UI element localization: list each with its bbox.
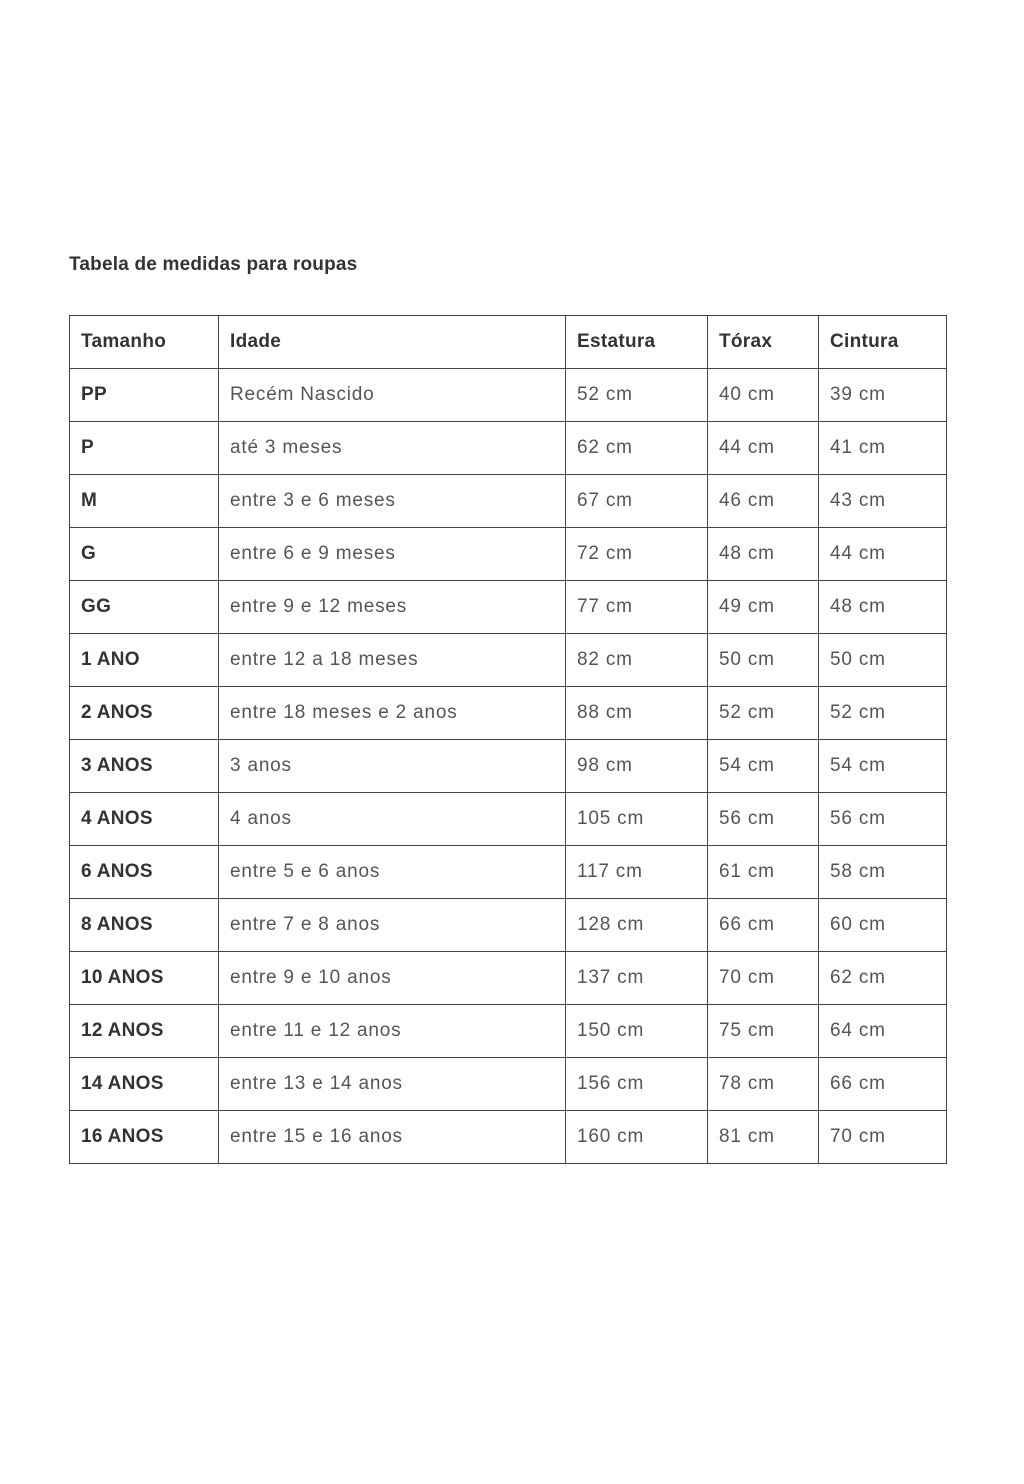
table-row: 4 ANOS 4 anos 105 cm 56 cm 56 cm — [69, 792, 947, 846]
cell-idade: entre 6 e 9 meses — [218, 527, 566, 581]
cell-cintura: 70 cm — [818, 1110, 947, 1164]
cell-torax: 81 cm — [707, 1110, 819, 1164]
table-row: PP Recém Nascido 52 cm 40 cm 39 cm — [69, 368, 947, 422]
cell-cintura: 44 cm — [818, 527, 947, 581]
cell-idade: Recém Nascido — [218, 368, 566, 422]
table-row: 8 ANOS entre 7 e 8 anos 128 cm 66 cm 60 cm — [69, 898, 947, 952]
header-tamanho: Tamanho — [69, 315, 219, 369]
cell-torax: 70 cm — [707, 951, 819, 1005]
table-row: 16 ANOS entre 15 e 16 anos 160 cm 81 cm 70 c… — [69, 1110, 947, 1164]
header-idade: Idade — [218, 315, 566, 369]
cell-cintura: 41 cm — [818, 421, 947, 475]
cell-tamanho: 6 ANOS — [69, 845, 219, 899]
cell-idade: até 3 meses — [218, 421, 566, 475]
cell-torax: 54 cm — [707, 739, 819, 793]
cell-estatura: 137 cm — [565, 951, 708, 1005]
cell-idade: entre 11 e 12 anos — [218, 1004, 566, 1058]
cell-idade: entre 12 a 18 meses — [218, 633, 566, 687]
table-row: 12 ANOS entre 11 e 12 anos 150 cm 75 cm 64 c… — [69, 1004, 947, 1058]
size-chart-table: Tamanho Idade Estatura Tórax Cintura PP R… — [69, 315, 947, 1164]
table-row: 2 ANOS entre 18 meses e 2 anos 88 cm 52 cm 5… — [69, 686, 947, 740]
cell-tamanho: 16 ANOS — [69, 1110, 219, 1164]
table-row: 6 ANOS entre 5 e 6 anos 117 cm 61 cm 58 cm — [69, 845, 947, 899]
cell-cintura: 64 cm — [818, 1004, 947, 1058]
cell-cintura: 60 cm — [818, 898, 947, 952]
cell-idade: entre 13 e 14 anos — [218, 1057, 566, 1111]
cell-estatura: 52 cm — [565, 368, 708, 422]
cell-torax: 61 cm — [707, 845, 819, 899]
cell-idade: entre 3 e 6 meses — [218, 474, 566, 528]
table-row: 14 ANOS entre 13 e 14 anos 156 cm 78 cm 66 c… — [69, 1057, 947, 1111]
cell-torax: 56 cm — [707, 792, 819, 846]
cell-cintura: 43 cm — [818, 474, 947, 528]
cell-tamanho: 4 ANOS — [69, 792, 219, 846]
cell-tamanho: 14 ANOS — [69, 1057, 219, 1111]
cell-tamanho: P — [69, 421, 219, 475]
cell-idade: entre 9 e 12 meses — [218, 580, 566, 634]
cell-estatura: 117 cm — [565, 845, 708, 899]
cell-cintura: 58 cm — [818, 845, 947, 899]
cell-cintura: 48 cm — [818, 580, 947, 634]
cell-torax: 44 cm — [707, 421, 819, 475]
cell-estatura: 88 cm — [565, 686, 708, 740]
cell-torax: 48 cm — [707, 527, 819, 581]
cell-estatura: 67 cm — [565, 474, 708, 528]
table-row: 3 ANOS 3 anos 98 cm 54 cm 54 cm — [69, 739, 947, 793]
cell-tamanho: GG — [69, 580, 219, 634]
cell-cintura: 52 cm — [818, 686, 947, 740]
cell-estatura: 128 cm — [565, 898, 708, 952]
table-row: GG entre 9 e 12 meses 77 cm 49 cm 48 cm — [69, 580, 947, 634]
cell-tamanho: PP — [69, 368, 219, 422]
cell-tamanho: 12 ANOS — [69, 1004, 219, 1058]
page-title: Tabela de medidas para roupas — [69, 254, 358, 275]
table-header-row: Tamanho Idade Estatura Tórax Cintura — [69, 315, 947, 369]
cell-idade: entre 15 e 16 anos — [218, 1110, 566, 1164]
cell-estatura: 72 cm — [565, 527, 708, 581]
cell-idade: entre 7 e 8 anos — [218, 898, 566, 952]
cell-idade: 4 anos — [218, 792, 566, 846]
cell-tamanho: 8 ANOS — [69, 898, 219, 952]
cell-tamanho: 3 ANOS — [69, 739, 219, 793]
cell-torax: 78 cm — [707, 1057, 819, 1111]
cell-estatura: 82 cm — [565, 633, 708, 687]
cell-cintura: 62 cm — [818, 951, 947, 1005]
cell-idade: 3 anos — [218, 739, 566, 793]
header-torax: Tórax — [707, 315, 819, 369]
cell-torax: 46 cm — [707, 474, 819, 528]
cell-estatura: 62 cm — [565, 421, 708, 475]
cell-torax: 75 cm — [707, 1004, 819, 1058]
cell-cintura: 50 cm — [818, 633, 947, 687]
cell-cintura: 56 cm — [818, 792, 947, 846]
cell-torax: 40 cm — [707, 368, 819, 422]
cell-cintura: 66 cm — [818, 1057, 947, 1111]
cell-estatura: 150 cm — [565, 1004, 708, 1058]
cell-tamanho: M — [69, 474, 219, 528]
cell-tamanho: G — [69, 527, 219, 581]
header-estatura: Estatura — [565, 315, 708, 369]
cell-idade: entre 9 e 10 anos — [218, 951, 566, 1005]
cell-idade: entre 5 e 6 anos — [218, 845, 566, 899]
cell-estatura: 98 cm — [565, 739, 708, 793]
cell-cintura: 54 cm — [818, 739, 947, 793]
cell-torax: 50 cm — [707, 633, 819, 687]
cell-tamanho: 2 ANOS — [69, 686, 219, 740]
cell-torax: 66 cm — [707, 898, 819, 952]
table-row: 10 ANOS entre 9 e 10 anos 137 cm 70 cm 62 cm — [69, 951, 947, 1005]
cell-cintura: 39 cm — [818, 368, 947, 422]
cell-torax: 49 cm — [707, 580, 819, 634]
cell-tamanho: 1 ANO — [69, 633, 219, 687]
cell-estatura: 105 cm — [565, 792, 708, 846]
cell-torax: 52 cm — [707, 686, 819, 740]
cell-estatura: 156 cm — [565, 1057, 708, 1111]
header-cintura: Cintura — [818, 315, 947, 369]
cell-estatura: 160 cm — [565, 1110, 708, 1164]
cell-estatura: 77 cm — [565, 580, 708, 634]
cell-idade: entre 18 meses e 2 anos — [218, 686, 566, 740]
table-row: 1 ANO entre 12 a 18 meses 82 cm 50 cm 50 cm — [69, 633, 947, 687]
cell-tamanho: 10 ANOS — [69, 951, 219, 1005]
